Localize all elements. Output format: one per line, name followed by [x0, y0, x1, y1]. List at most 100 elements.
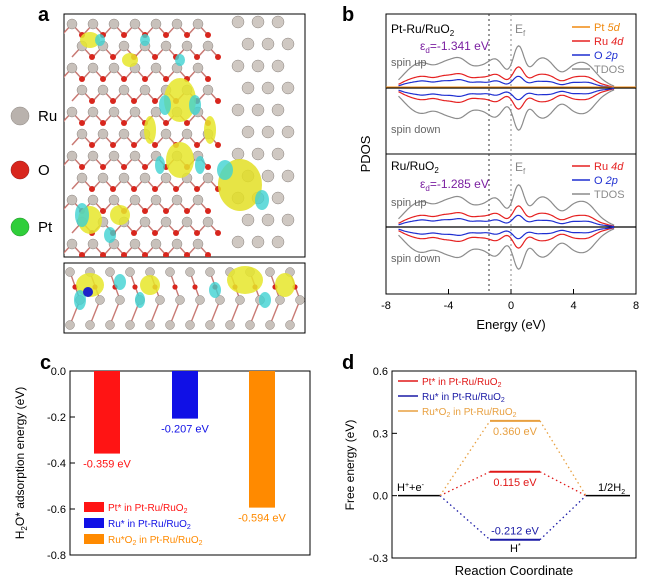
bar-c-legend: Pt* in Pt-Ru/RuO2 Ru* in Pt-Ru/RuO2 Ru*O… — [84, 502, 203, 547]
ru-atom — [66, 18, 78, 30]
level-value-label: 0.360 eV — [493, 426, 538, 438]
pdos-bottom-title: Ru/RuO2 — [391, 159, 439, 175]
pdos-bottom-ef: Ef — [515, 160, 526, 176]
ru-atom — [87, 194, 99, 206]
ru-atom — [118, 40, 130, 52]
ru-atom — [202, 40, 214, 52]
pdos-bottom-spin-up: spin up — [391, 197, 426, 209]
ru-atom — [105, 320, 115, 330]
pdos-x-tick-label: 0 — [508, 300, 514, 312]
ru-atom — [251, 15, 265, 29]
ru-atom — [195, 295, 205, 305]
o-atom — [89, 142, 95, 148]
o-atom — [215, 54, 221, 60]
ru-atom — [261, 125, 275, 139]
ru-atom — [271, 235, 285, 249]
ru-atom — [76, 172, 88, 184]
ru-atom — [225, 320, 235, 330]
ru-atom — [181, 128, 193, 140]
ru-atom — [105, 267, 115, 277]
top-structure-view — [63, 13, 306, 258]
charge-accumulation-region — [166, 142, 194, 178]
energy-d-legend: Pt* in Pt-Ru/RuO2 Ru* in Pt-Ru/RuO2 Ru*O… — [398, 377, 517, 419]
o-atom — [194, 186, 200, 192]
ru-atom — [108, 62, 120, 74]
o-atom — [121, 164, 127, 170]
ru-atom — [97, 84, 109, 96]
ru-atom — [281, 37, 295, 51]
ru-atom — [155, 295, 165, 305]
o-atom — [110, 186, 116, 192]
ru-atom — [66, 194, 78, 206]
ru-atom — [192, 18, 204, 30]
ru-atom — [181, 216, 193, 228]
ru-atom — [87, 18, 99, 30]
pdos-x-ticks: -8 -4 0 4 8 — [381, 289, 639, 312]
o-atom — [205, 32, 211, 38]
ru-atom — [108, 18, 120, 30]
ru-atom — [241, 37, 255, 51]
energy-d-mid-state: H* — [510, 543, 521, 555]
ru-atom — [145, 320, 155, 330]
o-atom — [121, 252, 127, 257]
o-atom — [163, 252, 169, 257]
charge-depletion-region — [159, 95, 171, 115]
energy-d-y-tick-label: 0.0 — [373, 491, 388, 503]
ru-atom — [271, 15, 285, 29]
o-atom — [184, 208, 190, 214]
ru-atom — [165, 267, 175, 277]
pdos-x-tick-label: 8 — [633, 300, 639, 312]
o-2p-curve-bottom — [398, 214, 615, 228]
o-atom — [215, 142, 221, 148]
tdos-curve-bottom — [398, 228, 615, 270]
ru-atom — [231, 103, 245, 117]
charge-depletion-region — [135, 292, 145, 308]
pdos-x-tick-label: -8 — [381, 300, 391, 312]
o-atom — [100, 164, 106, 170]
o-atom — [131, 142, 137, 148]
legend-ru-label: Ru — [38, 108, 57, 125]
ru-atom — [261, 213, 275, 227]
ru-atom — [261, 37, 275, 51]
o-atom — [194, 54, 200, 60]
ru-atom — [118, 84, 130, 96]
o-atom — [132, 284, 138, 290]
ru-atom — [97, 128, 109, 140]
ru-atom — [215, 295, 225, 305]
bottom-structure-view — [63, 262, 306, 334]
o-atom — [205, 208, 211, 214]
charge-depletion-region — [140, 34, 150, 46]
bar-c-y-tick-label: 0.0 — [51, 366, 66, 378]
ru-atom — [202, 216, 214, 228]
o-atom — [100, 76, 106, 82]
ru-atom — [265, 267, 275, 277]
charge-depletion-region — [255, 190, 269, 210]
ru-atom — [271, 59, 285, 73]
connector-line — [539, 420, 587, 497]
o-atom — [184, 32, 190, 38]
level-value-label: 0.115 eV — [493, 477, 537, 489]
o-atom — [142, 208, 148, 214]
ru-atom — [205, 267, 215, 277]
ru-atom — [129, 18, 141, 30]
o-atom — [89, 98, 95, 104]
connector-line — [439, 495, 491, 541]
o-atom — [163, 32, 169, 38]
ru-atom — [129, 238, 141, 250]
o-atom — [110, 98, 116, 104]
connector-line — [439, 420, 491, 497]
ru-atom — [175, 295, 185, 305]
o-atom — [152, 98, 158, 104]
panel-letter-a: a — [38, 4, 50, 26]
o-atom — [79, 252, 85, 257]
ru-atom — [231, 235, 245, 249]
pdos-top-legend: Pt 5d Ru 4d O 2p TDOS — [572, 22, 625, 76]
ru-atom — [281, 81, 295, 95]
legend-o-atom — [10, 160, 30, 180]
o-atom — [192, 284, 198, 290]
o-atom — [79, 76, 85, 82]
ru-4d-curve-bottom — [398, 227, 615, 249]
ru-atom — [160, 128, 172, 140]
legend-pt-atom — [10, 217, 30, 237]
